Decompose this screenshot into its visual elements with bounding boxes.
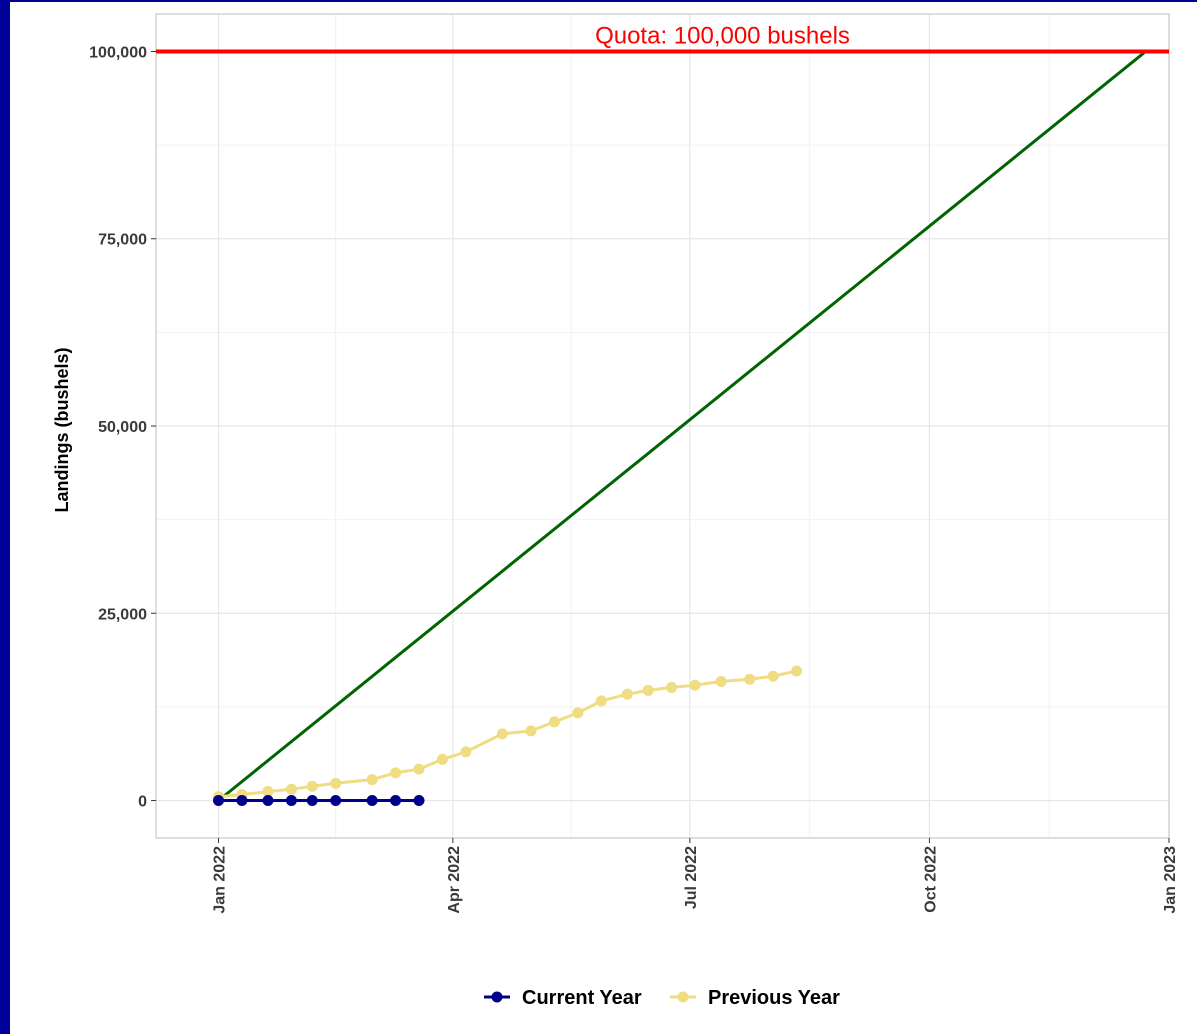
y-axis: 0 25,000 50,000 75,000 100,000 (89, 44, 156, 811)
legend-item-previous-year: Previous Year (670, 987, 840, 1009)
previous-year-point (791, 665, 803, 677)
current-year-point (285, 795, 297, 807)
x-axis: Jan 2022 Apr 2022 Jul 2022 Oct 2022 Jan 2023 (211, 838, 1179, 914)
previous-year-point (715, 675, 727, 687)
previous-year-point (460, 746, 472, 758)
current-year-point (262, 795, 274, 807)
y-tick-label: 100,000 (89, 44, 147, 61)
previous-year-point (595, 695, 607, 707)
previous-year-point (496, 728, 508, 740)
current-year-point (366, 795, 378, 807)
previous-year-point (306, 780, 318, 792)
quota-label: Quota: 100,000 bushels (595, 22, 850, 49)
previous-year-point (330, 777, 342, 789)
previous-year-point (413, 763, 425, 775)
previous-year-point (262, 786, 274, 798)
previous-year-point (366, 774, 378, 786)
current-year-point (236, 795, 248, 807)
x-tick-label: Jan 2023 (1162, 846, 1179, 914)
current-year-point (212, 795, 224, 807)
legend-label: Previous Year (708, 987, 840, 1009)
x-tick-label: Oct 2022 (922, 846, 939, 913)
grid-major (156, 14, 1170, 838)
previous-year-point (744, 673, 756, 685)
previous-year-point (548, 716, 560, 728)
previous-year-point (572, 707, 584, 719)
legend: Current Year Previous Year (484, 987, 840, 1009)
previous-year-point (621, 688, 633, 700)
chart-panel (10, 2, 1197, 1034)
legend-item-current-year: Current Year (484, 987, 642, 1009)
y-tick-label: 25,000 (98, 606, 147, 623)
previous-year-point (689, 679, 701, 691)
current-year-point (413, 795, 425, 807)
legend-label: Current Year (522, 987, 642, 1009)
x-tick-label: Jan 2022 (211, 846, 228, 914)
x-tick-label: Apr 2022 (446, 846, 463, 914)
y-tick-label: 75,000 (98, 232, 147, 249)
y-axis-title: Landings (bushels) (52, 347, 72, 512)
current-year-point (330, 795, 342, 807)
series-layer (212, 50, 1147, 807)
x-tick-label: Jul 2022 (683, 846, 700, 909)
legend-key-marker (491, 991, 503, 1003)
previous-year-point (390, 767, 402, 779)
previous-year-point (525, 725, 537, 737)
previous-year-point (436, 753, 448, 765)
y-tick-label: 0 (138, 794, 147, 811)
previous-year-point (642, 684, 654, 696)
legend-key-marker (677, 991, 689, 1003)
y-tick-label: 50,000 (98, 419, 147, 436)
previous-year-point (767, 670, 779, 682)
current-year-point (390, 795, 402, 807)
current-year-point (306, 795, 318, 807)
previous-year-point (666, 681, 678, 693)
reference-line (217, 50, 1147, 802)
previous-year-point (285, 783, 297, 795)
